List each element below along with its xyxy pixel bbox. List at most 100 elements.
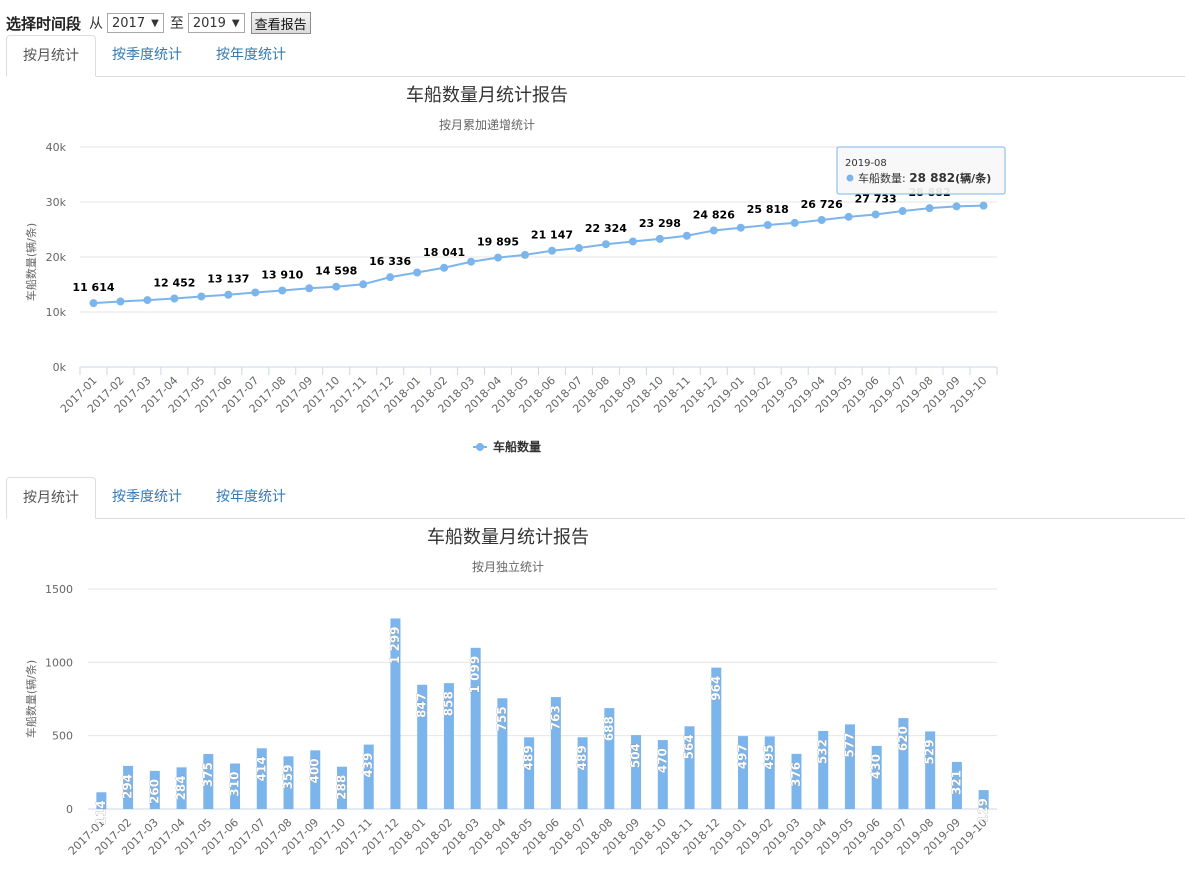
data-point[interactable]: [790, 218, 799, 227]
tab-yearly-bottom[interactable]: 按年度统计: [216, 489, 286, 505]
data-label: 14 598: [315, 265, 357, 278]
bar[interactable]: [96, 792, 107, 809]
bar[interactable]: [951, 761, 962, 809]
data-point[interactable]: [494, 253, 503, 262]
bar[interactable]: [764, 736, 775, 809]
bar[interactable]: [871, 745, 882, 809]
bar[interactable]: [978, 790, 989, 809]
data-point[interactable]: [224, 290, 233, 299]
data-point[interactable]: [952, 202, 961, 211]
bar[interactable]: [176, 767, 187, 809]
data-point[interactable]: [601, 240, 610, 249]
bar[interactable]: [550, 697, 561, 809]
bar[interactable]: [497, 698, 508, 809]
legend[interactable]: 车船数量: [473, 439, 541, 454]
data-point[interactable]: [709, 226, 718, 235]
data-label: 400: [308, 758, 322, 783]
data-point[interactable]: [844, 212, 853, 221]
bar[interactable]: [203, 754, 214, 809]
bar[interactable]: [925, 731, 936, 809]
top-tab-bar: 按月统计 按季度统计 按年度统计: [6, 35, 1185, 77]
bar[interactable]: [577, 737, 588, 809]
bar[interactable]: [791, 753, 802, 809]
tooltip-marker-icon: [846, 174, 854, 182]
data-point[interactable]: [89, 299, 98, 308]
data-point[interactable]: [305, 284, 314, 293]
data-point[interactable]: [925, 204, 934, 213]
bar[interactable]: [524, 737, 535, 809]
data-point[interactable]: [332, 282, 341, 291]
data-point[interactable]: [871, 210, 880, 219]
data-point[interactable]: [116, 297, 125, 306]
data-label: 288: [334, 775, 348, 800]
data-point[interactable]: [736, 223, 745, 232]
data-point[interactable]: [467, 257, 476, 266]
bar[interactable]: [336, 766, 347, 809]
data-label: 489: [522, 745, 536, 770]
bar[interactable]: [417, 684, 428, 809]
data-point[interactable]: [143, 296, 152, 305]
bar[interactable]: [604, 708, 615, 809]
bar[interactable]: [818, 730, 829, 809]
data-point[interactable]: [574, 244, 583, 253]
bar[interactable]: [631, 735, 642, 809]
data-point[interactable]: [898, 207, 907, 216]
data-label: 310: [228, 772, 242, 797]
data-point[interactable]: [170, 294, 179, 303]
bar[interactable]: [711, 667, 722, 809]
time-range-toolbar: 选择时间段 从 2017 ▼ 至 2019 ▼ 查看报告: [6, 10, 311, 36]
tab-monthly-bottom[interactable]: 按月统计: [6, 477, 96, 519]
data-label: 16 336: [369, 255, 411, 268]
bar[interactable]: [657, 740, 668, 809]
tab-quarterly-bottom[interactable]: 按季度统计: [112, 489, 182, 505]
toolbar-title: 选择时间段: [6, 14, 82, 33]
bar[interactable]: [123, 765, 134, 809]
bar[interactable]: [443, 683, 454, 809]
data-point[interactable]: [413, 268, 422, 277]
tab-quarterly-top[interactable]: 按季度统计: [112, 47, 182, 63]
data-point[interactable]: [197, 292, 206, 301]
data-point[interactable]: [278, 286, 287, 295]
data-point[interactable]: [979, 201, 988, 210]
data-point[interactable]: [251, 288, 260, 297]
bar[interactable]: [149, 770, 160, 809]
data-point[interactable]: [628, 237, 637, 246]
from-year-select[interactable]: 2017 ▼: [107, 13, 164, 33]
bar[interactable]: [898, 718, 909, 809]
bar[interactable]: [310, 750, 321, 809]
tab-monthly-top[interactable]: 按月统计: [6, 35, 96, 77]
tab-yearly-top[interactable]: 按年度统计: [216, 47, 286, 63]
view-report-button[interactable]: 查看报告: [250, 12, 311, 34]
bar[interactable]: [738, 736, 749, 809]
bar[interactable]: [684, 726, 695, 809]
data-point[interactable]: [440, 263, 449, 272]
line-chart-subtitle: 按月累加递增统计: [439, 118, 535, 132]
data-label: 529: [923, 739, 937, 764]
data-point[interactable]: [521, 250, 530, 259]
bar[interactable]: [470, 647, 481, 809]
data-label: 1 299: [388, 626, 402, 664]
bar[interactable]: [230, 763, 241, 809]
y-tick-label: 0k: [53, 361, 67, 374]
y-tick-label: 30k: [46, 196, 67, 209]
bar[interactable]: [283, 756, 294, 809]
to-year-select[interactable]: 2019 ▼: [187, 13, 245, 33]
data-point[interactable]: [386, 273, 395, 282]
dropdown-arrow-icon: ▼: [151, 17, 159, 29]
data-point[interactable]: [817, 216, 826, 225]
data-point[interactable]: [547, 246, 556, 255]
data-label: 12 452: [153, 277, 195, 290]
data-point[interactable]: [763, 221, 772, 230]
y-tick-label: 20k: [46, 251, 67, 264]
data-point[interactable]: [682, 231, 691, 240]
bar[interactable]: [363, 744, 374, 809]
y-tick-label: 10k: [46, 306, 67, 319]
bar[interactable]: [844, 724, 855, 809]
from-year-value: 2017: [112, 15, 146, 31]
data-label: 564: [682, 734, 696, 759]
data-point[interactable]: [655, 234, 664, 243]
data-label: 439: [361, 753, 375, 778]
bar[interactable]: [256, 748, 267, 809]
bar[interactable]: [390, 618, 401, 809]
data-point[interactable]: [359, 280, 368, 289]
